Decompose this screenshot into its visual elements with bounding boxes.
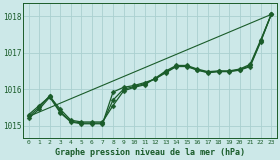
- X-axis label: Graphe pression niveau de la mer (hPa): Graphe pression niveau de la mer (hPa): [55, 148, 245, 156]
